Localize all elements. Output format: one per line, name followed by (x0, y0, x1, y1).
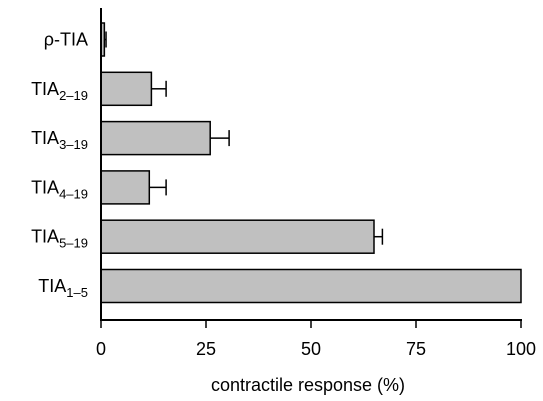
error-bar-1 (151, 80, 167, 97)
bar-2 (100, 120, 211, 156)
x-tick-label-1: 25 (196, 339, 216, 359)
x-tick-label-4: 100 (506, 339, 536, 359)
category-label-3: TIA4–19 (31, 177, 88, 201)
x-tick-label-0: 0 (96, 339, 106, 359)
category-subscript-3: 4–19 (59, 186, 88, 201)
error-bar-0 (104, 31, 107, 48)
bars-layer (100, 22, 522, 304)
category-subscript-4: 5–19 (59, 236, 88, 251)
category-subscript-1: 2–19 (59, 88, 88, 103)
category-subscript-5: 1–5 (66, 285, 88, 300)
x-tick-label-3: 75 (406, 339, 426, 359)
bar-5 (100, 268, 522, 304)
category-base-5: TIA (38, 276, 66, 296)
x-tick-label-2: 50 (301, 339, 321, 359)
category-base-0: ρ-TIA (44, 30, 88, 50)
category-base-4: TIA (31, 227, 59, 247)
category-label-2: TIA3–19 (31, 128, 88, 152)
category-base-3: TIA (31, 177, 59, 197)
category-label-0: ρ-TIA (44, 30, 88, 50)
category-label-4: TIA5–19 (31, 227, 88, 251)
x-ticks: 0 25 50 75 100 (96, 320, 536, 359)
category-label-5: TIA1–5 (38, 276, 88, 300)
error-bar-4 (374, 228, 384, 245)
bar-1 (100, 71, 153, 107)
x-axis-label: contractile response (%) (211, 375, 405, 395)
bar-4 (100, 219, 375, 254)
error-bar-3 (149, 179, 167, 196)
category-label-1: TIA2–19 (31, 79, 88, 103)
error-bars-layer (104, 31, 384, 245)
category-base-2: TIA (31, 128, 59, 148)
bar-3 (100, 170, 151, 205)
category-base-1: TIA (31, 79, 59, 99)
category-subscript-2: 3–19 (59, 137, 88, 152)
error-bar-2 (210, 130, 230, 147)
